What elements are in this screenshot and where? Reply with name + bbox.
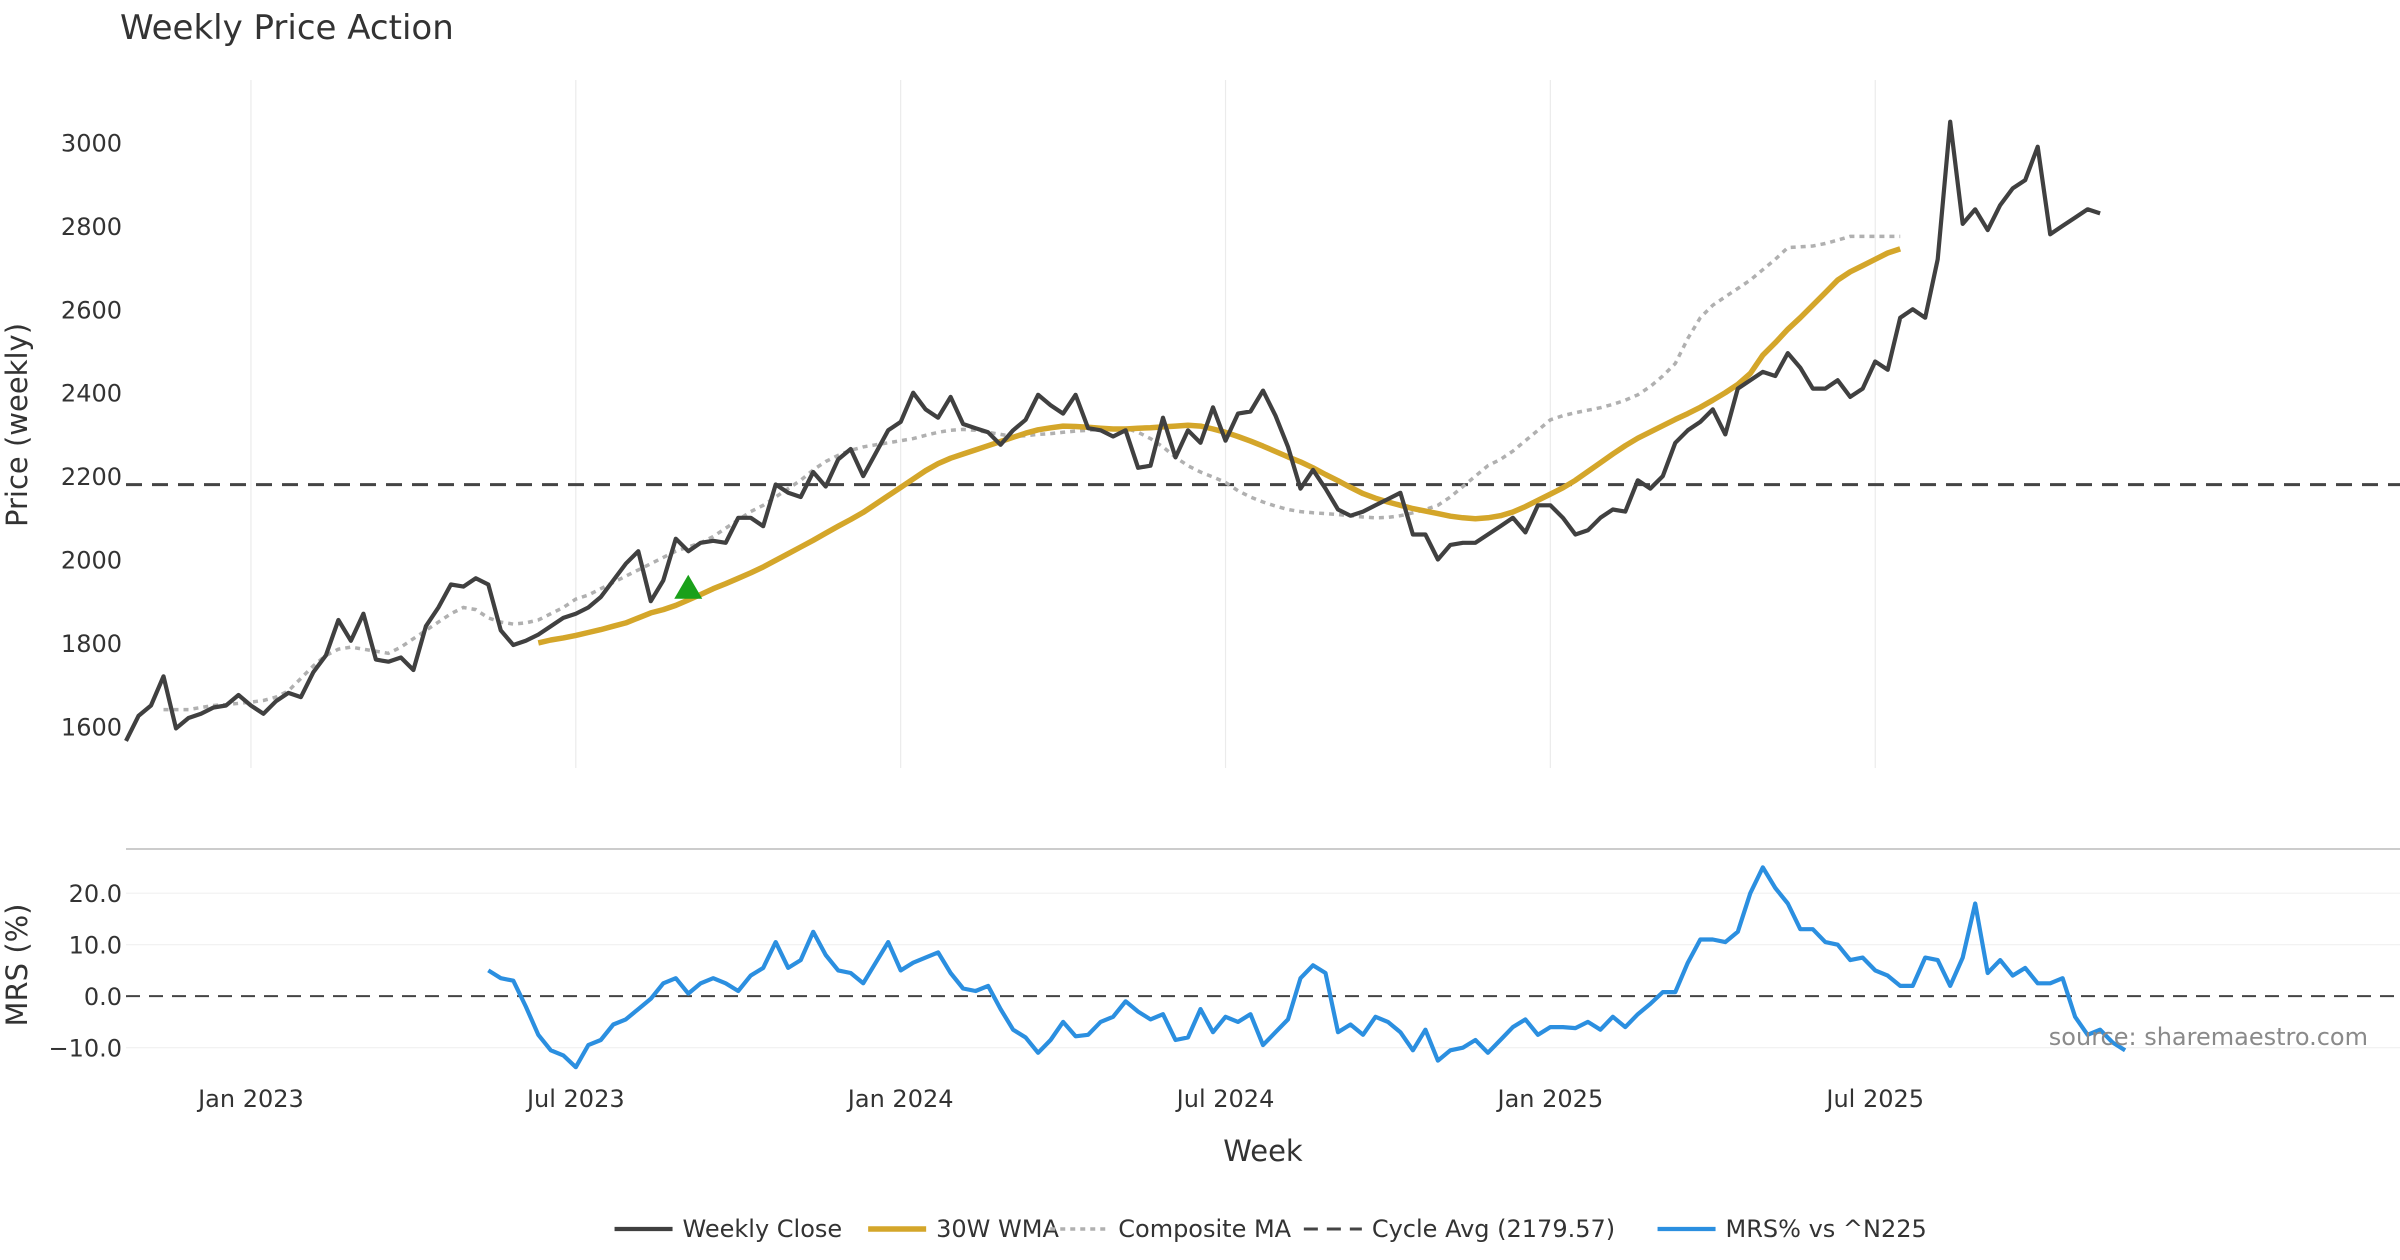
price-tick-label: 3000: [61, 130, 122, 158]
legend-label: MRS% vs ^N225: [1726, 1215, 1927, 1243]
mrs-panel: 20.0 10.0 0.0 −10.0 MRS (%) source: sharema…: [0, 865, 2400, 1070]
mrs-tick-label: 10.0: [69, 932, 122, 960]
x-axis-label: Week: [1223, 1134, 1303, 1168]
x-axis-ticks: Jan 2023 Jul 2023 Jan 2024 Jul 2024 Jan 2025…: [196, 1085, 1924, 1113]
x-tick-label: Jul 2025: [1824, 1085, 1924, 1113]
mrs-tick-label: 0.0: [84, 983, 122, 1011]
price-tick-label: 1600: [61, 713, 122, 741]
legend-label: 30W WMA: [936, 1215, 1059, 1243]
price-tick-label: 2600: [61, 296, 122, 324]
x-tick-label: Jul 2023: [525, 1085, 625, 1113]
legend-label: Weekly Close: [683, 1215, 843, 1243]
mrs-axis-label: MRS (%): [0, 904, 34, 1027]
signal-marker: [674, 574, 703, 599]
price-tick-label: 2400: [61, 380, 122, 408]
mrs-line: [487, 865, 2127, 1070]
mrs-gridlines: [126, 892, 2400, 1049]
source-label: source: sharemaestro.com: [2049, 1023, 2368, 1051]
x-tick-label: Jan 2023: [196, 1085, 304, 1113]
x-tick-label: Jul 2024: [1175, 1085, 1275, 1113]
mrs-tick-label: 20.0: [69, 880, 122, 908]
legend-label: Cycle Avg (2179.57): [1372, 1215, 1615, 1243]
price-tick-label: 2000: [61, 547, 122, 575]
mrs-tick-label: −10.0: [48, 1035, 122, 1063]
legend-label: Composite MA: [1118, 1215, 1291, 1243]
price-axis-label: Price (weekly): [0, 323, 34, 527]
legend: Weekly Close 30W WMA Composite MA Cycle Avg…: [614, 1215, 1927, 1243]
weekly-close-line: [124, 119, 2101, 742]
x-tick-label: Jan 2024: [846, 1085, 954, 1113]
wma-30w-line: [537, 246, 1902, 646]
price-panel: 1600 1800 2000 2200 2400 2600 2800 3000 Price (…: [0, 80, 2400, 768]
x-tick-label: Jan 2025: [1496, 1085, 1604, 1113]
composite-ma-line: [163, 234, 1901, 712]
chart-title: Weekly Price Action: [120, 8, 454, 48]
price-tick-label: 2200: [61, 463, 122, 491]
price-tick-label: 2800: [61, 213, 122, 241]
price-tick-label: 1800: [61, 630, 122, 658]
signal-markers: [674, 574, 703, 599]
price-y-ticks: 1600 1800 2000 2200 2400 2600 2800 3000: [61, 130, 122, 742]
mrs-y-ticks: 20.0 10.0 0.0 −10.0: [48, 880, 122, 1062]
